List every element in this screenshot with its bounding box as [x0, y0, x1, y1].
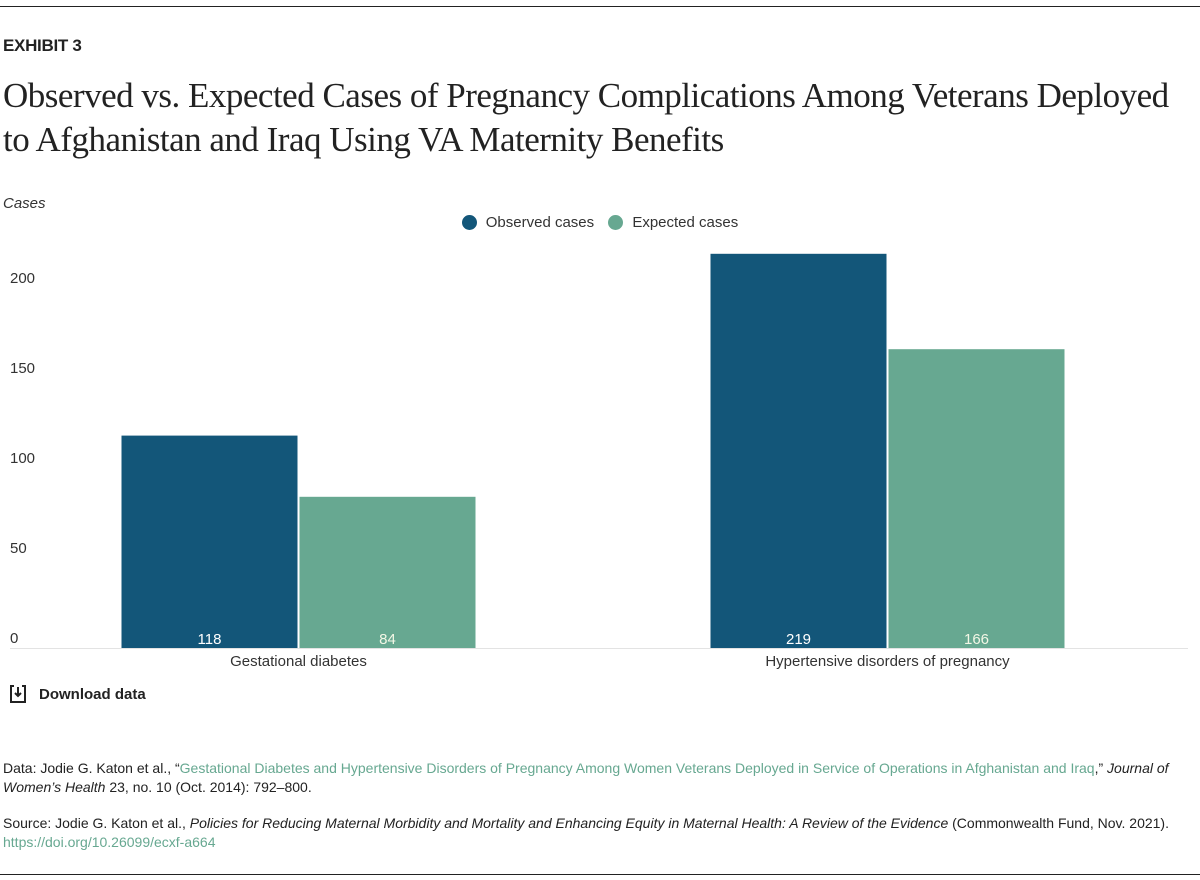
source-prefix: Source: Jodie G. Katon et al.,	[3, 815, 190, 831]
y-tick-label: 200	[10, 270, 35, 287]
x-category-label: Gestational diabetes	[230, 653, 367, 670]
legend-label-expected: Expected cases	[632, 214, 739, 231]
journal-name: Journal of Women’s Health	[3, 760, 1169, 795]
download-icon	[10, 685, 26, 703]
y-axis-label: Cases	[3, 195, 46, 212]
bar-observed	[121, 435, 298, 648]
data-note-prefix: Data: Jodie G. Katon et al., “	[3, 760, 180, 776]
legend-swatch-expected	[608, 215, 624, 230]
legend-label-observed: Observed cases	[485, 214, 595, 231]
download-data-button[interactable]: Download data	[9, 684, 146, 704]
data-label: 219	[786, 631, 811, 648]
bar-expected	[299, 496, 476, 648]
data-label: 166	[964, 631, 989, 648]
source-note: Source: Jodie G. Katon et al., Policies …	[3, 814, 1193, 852]
y-tick-label: 150	[10, 360, 35, 377]
exhibit-label: EXHIBIT 3	[3, 36, 82, 55]
y-tick-label: 100	[10, 450, 35, 467]
top-rule	[0, 6, 1200, 7]
legend-item-observed[interactable]: Observed cases	[461, 214, 595, 231]
bar-expected	[888, 349, 1065, 648]
data-source-link[interactable]: Gestational Diabetes and Hypertensive Di…	[179, 760, 1095, 776]
data-note: Data: Jodie G. Katon et al., “Gestationa…	[3, 759, 1193, 797]
x-category-label: Hypertensive disorders of pregnancy	[765, 653, 1010, 670]
source-suffix: (Commonwealth Fund, Nov. 2021).	[948, 815, 1169, 831]
legend: Observed cases Expected cases	[0, 214, 1200, 234]
data-label: 84	[379, 631, 396, 648]
bottom-rule	[0, 874, 1200, 875]
source-title: Policies for Reducing Maternal Morbidity…	[189, 815, 949, 831]
y-tick-label: 50	[10, 540, 27, 557]
data-note-mid: ,”	[1094, 760, 1108, 776]
chart-title: Observed vs. Expected Cases of Pregnancy…	[3, 76, 1169, 159]
bar-observed	[710, 253, 887, 649]
y-tick-label: 0	[10, 630, 18, 647]
legend-swatch-observed	[461, 215, 477, 230]
data-note-suffix: 23, no. 10 (Oct. 2014): 792–800.	[105, 779, 312, 795]
doi-link[interactable]: https://doi.org/10.26099/ecxf-a664	[3, 834, 216, 850]
legend-item-expected[interactable]: Expected cases	[608, 214, 738, 231]
bar-chart: 0 50 100 150 200 118 84 Gestational diabetes 219…	[10, 253, 1188, 670]
download-label: Download data	[39, 685, 146, 703]
data-label: 118	[198, 631, 222, 648]
